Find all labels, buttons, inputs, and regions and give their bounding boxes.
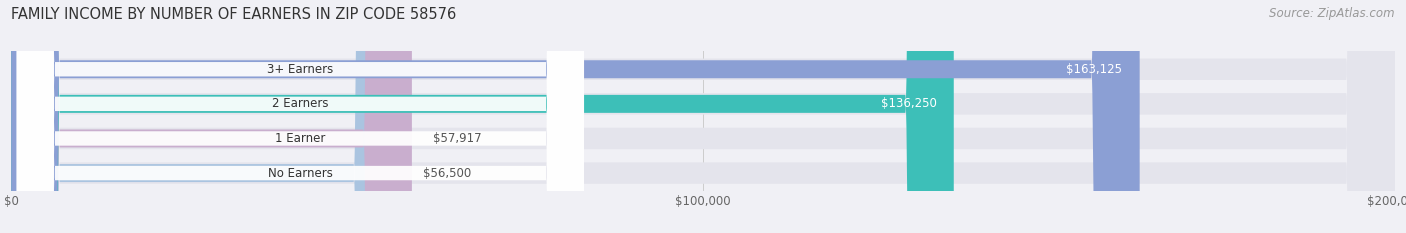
FancyBboxPatch shape <box>11 0 412 233</box>
FancyBboxPatch shape <box>11 0 1395 233</box>
FancyBboxPatch shape <box>11 0 1395 233</box>
Text: $56,500: $56,500 <box>423 167 471 180</box>
Text: $136,250: $136,250 <box>880 97 936 110</box>
Text: 3+ Earners: 3+ Earners <box>267 63 333 76</box>
FancyBboxPatch shape <box>11 0 1395 233</box>
FancyBboxPatch shape <box>11 0 953 233</box>
Text: No Earners: No Earners <box>269 167 333 180</box>
Text: $163,125: $163,125 <box>1066 63 1122 76</box>
FancyBboxPatch shape <box>17 0 583 233</box>
Text: FAMILY INCOME BY NUMBER OF EARNERS IN ZIP CODE 58576: FAMILY INCOME BY NUMBER OF EARNERS IN ZI… <box>11 7 457 22</box>
FancyBboxPatch shape <box>11 0 402 233</box>
Text: 1 Earner: 1 Earner <box>276 132 326 145</box>
FancyBboxPatch shape <box>17 0 583 233</box>
FancyBboxPatch shape <box>11 0 1140 233</box>
FancyBboxPatch shape <box>17 0 583 233</box>
Text: $57,917: $57,917 <box>433 132 481 145</box>
FancyBboxPatch shape <box>11 0 1395 233</box>
FancyBboxPatch shape <box>17 0 583 233</box>
Text: 2 Earners: 2 Earners <box>273 97 329 110</box>
Text: Source: ZipAtlas.com: Source: ZipAtlas.com <box>1270 7 1395 20</box>
